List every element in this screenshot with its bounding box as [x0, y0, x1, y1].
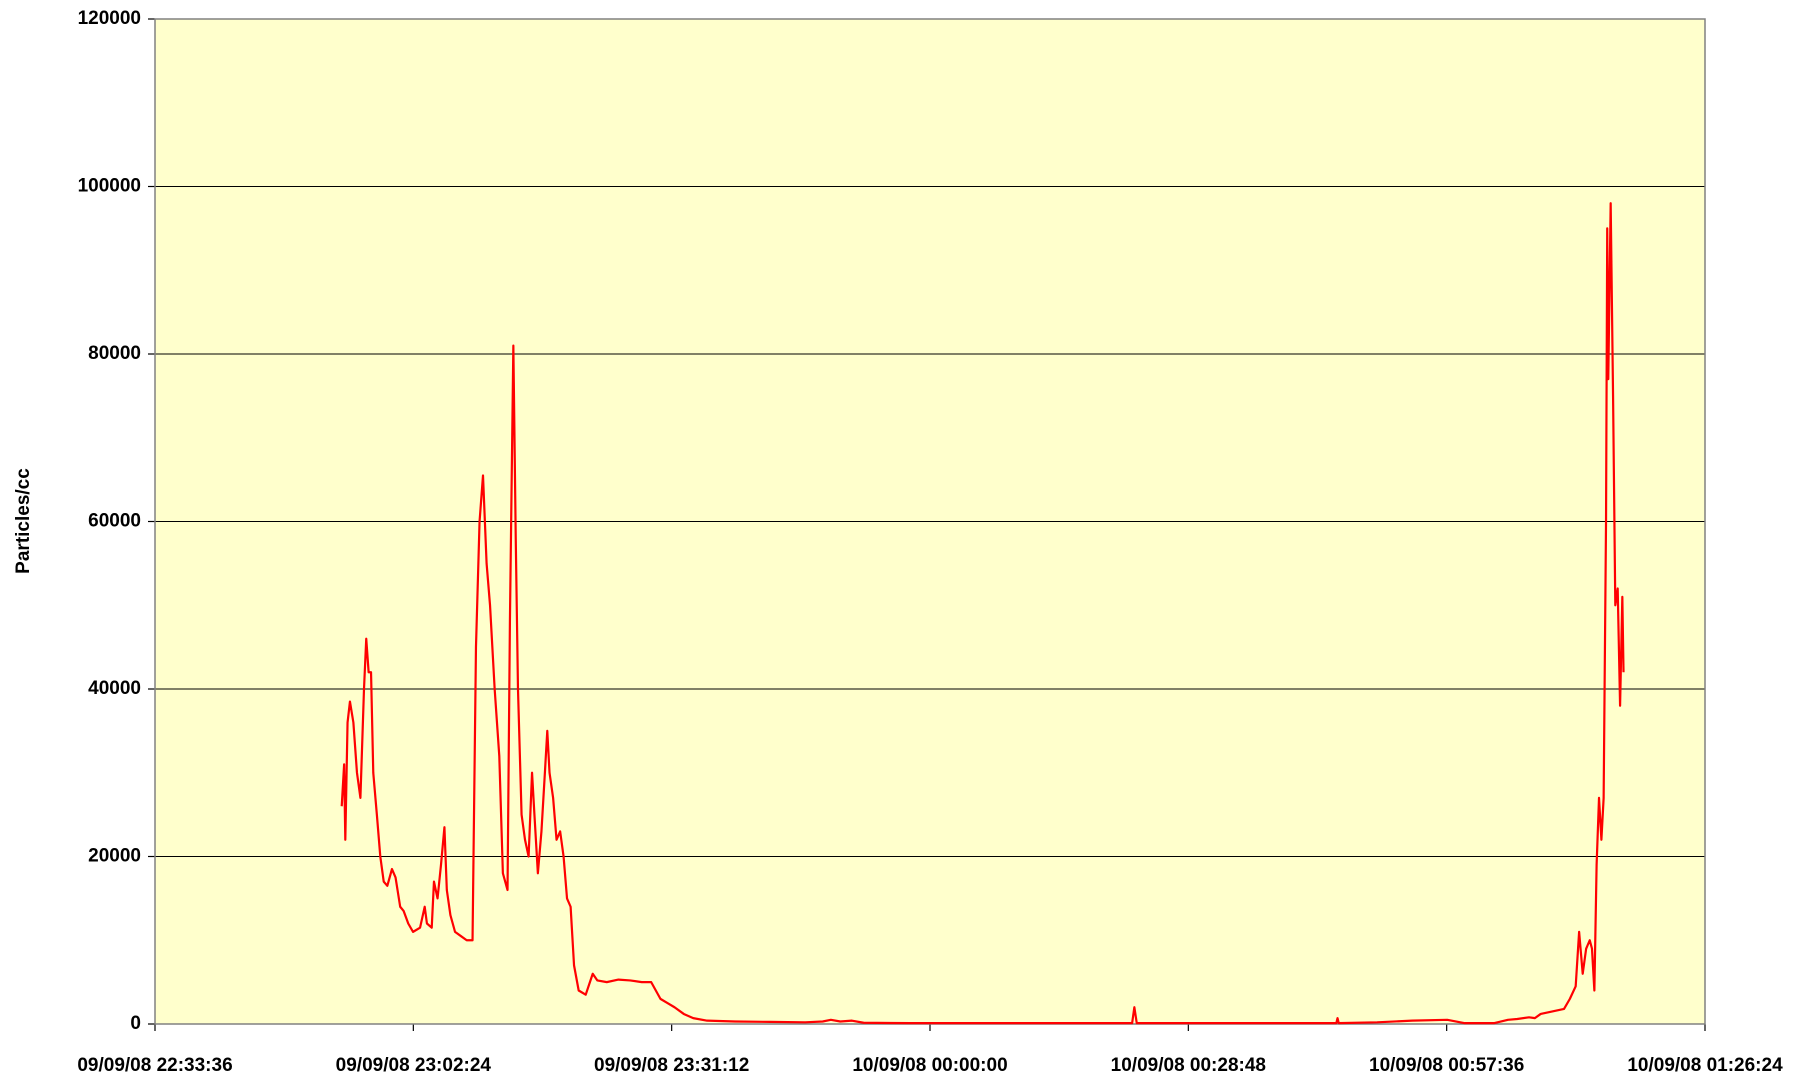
y-tick-label: 0	[130, 1013, 141, 1034]
y-axis-label: Particles/cc	[13, 468, 34, 574]
x-tick-label: 10/09/08 00:00:00	[852, 1055, 1007, 1075]
y-tick-label: 120000	[78, 8, 141, 29]
x-tick-label: 09/09/08 22:33:36	[77, 1055, 232, 1075]
y-tick-label: 80000	[88, 343, 141, 364]
x-tick-label: 10/09/08 00:28:48	[1111, 1055, 1266, 1075]
x-tick-label: 10/09/08 01:26:24	[1627, 1055, 1783, 1075]
x-tick-label: 09/09/08 23:02:24	[336, 1055, 492, 1075]
x-tick-label: 10/09/08 00:57:36	[1369, 1055, 1524, 1075]
y-tick-label: 40000	[88, 678, 141, 699]
y-tick-label: 60000	[88, 511, 141, 532]
data-line	[340, 202, 1625, 1025]
x-tick-label: 09/09/08 23:31:12	[594, 1055, 749, 1075]
y-tick-label: 20000	[88, 846, 141, 867]
y-tick-label: 100000	[78, 176, 141, 197]
